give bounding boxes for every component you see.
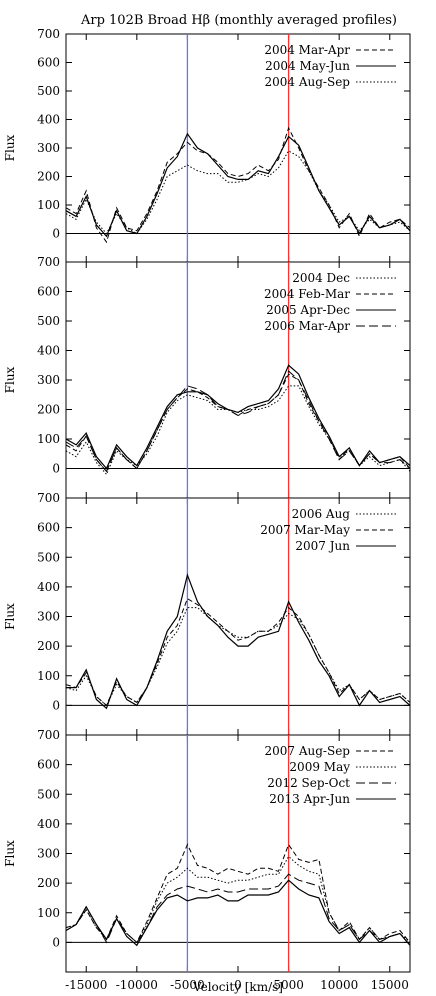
series-line <box>65 843 411 944</box>
y-tick-label: 500 <box>37 787 60 801</box>
legend-label: 2004 Feb-Mar <box>264 287 350 301</box>
y-axis-label: Flux <box>3 366 17 393</box>
x-tick-label: -5000 <box>170 978 205 992</box>
legend-label: 2013 Apr-Jun <box>269 792 350 806</box>
y-tick-label: 400 <box>37 344 60 358</box>
y-tick-label: 0 <box>52 462 60 476</box>
y-tick-label: 600 <box>37 285 60 299</box>
legend-label: 2004 Aug-Sep <box>265 75 351 89</box>
panel-frame <box>65 734 411 973</box>
series-line <box>65 132 411 238</box>
y-tick-label: 500 <box>37 550 60 564</box>
y-tick-label: 300 <box>37 610 60 624</box>
y-tick-label: 300 <box>37 847 60 861</box>
y-tick-label: 0 <box>52 935 60 949</box>
series-line <box>65 855 411 944</box>
legend-label: 2004 May-Jun <box>265 59 350 73</box>
y-tick-label: 700 <box>37 255 60 269</box>
legend-label: 2004 Dec <box>292 271 350 285</box>
legend-label: 2004 Mar-Apr <box>264 43 350 57</box>
series-line <box>65 607 411 707</box>
series-line <box>65 364 411 470</box>
panel-frame <box>65 497 411 736</box>
y-tick-label: 500 <box>37 84 60 98</box>
x-axis-label: Velocity [km/s] <box>192 980 283 994</box>
y-tick-label: 400 <box>37 113 60 127</box>
y-tick-label: 700 <box>37 491 60 505</box>
y-axis-label: Flux <box>3 134 17 161</box>
series-line <box>66 572 411 710</box>
x-tick-label: 10000 <box>320 978 358 992</box>
y-tick-label: 100 <box>37 669 60 683</box>
y-axis-label: Flux <box>3 840 17 867</box>
y-tick-label: 700 <box>37 728 60 742</box>
y-tick-label: 0 <box>52 698 60 712</box>
x-tick-label: 15000 <box>371 978 409 992</box>
legend-label: 2007 Jun <box>295 539 350 553</box>
y-tick-label: 200 <box>37 403 60 417</box>
legend-label: 2006 Mar-Apr <box>264 319 350 333</box>
chart-title: Arp 102B Broad Hβ (monthly averaged prof… <box>80 13 397 28</box>
y-tick-label: 100 <box>37 432 60 446</box>
series-line <box>65 373 411 473</box>
series-line <box>65 150 411 235</box>
series-line <box>65 385 411 476</box>
y-tick-label: 0 <box>52 227 60 241</box>
series-line <box>65 126 411 244</box>
panel-frame <box>65 261 411 499</box>
x-tick-label: 5000 <box>273 978 304 992</box>
series-line <box>65 873 411 946</box>
y-tick-label: 100 <box>37 198 60 212</box>
y-tick-label: 700 <box>37 27 60 41</box>
y-axis-label: Flux <box>3 603 17 630</box>
y-tick-label: 400 <box>37 580 60 594</box>
x-tick-label: -10000 <box>116 978 158 992</box>
y-tick-label: 400 <box>37 817 60 831</box>
y-tick-label: 600 <box>37 758 60 772</box>
legend-label: 2006 Aug <box>292 507 351 521</box>
y-tick-label: 200 <box>37 876 60 890</box>
y-tick-label: 300 <box>37 141 60 155</box>
legend-label: 2009 May <box>289 760 350 774</box>
x-tick-label: -15000 <box>65 978 107 992</box>
x-tick-label: 0 <box>234 978 242 992</box>
legend-label: 2007 Mar-May <box>260 523 350 537</box>
y-tick-label: 200 <box>37 639 60 653</box>
y-tick-label: 600 <box>37 521 60 535</box>
y-tick-label: 200 <box>37 170 60 184</box>
legend-label: 2005 Apr-Dec <box>266 303 350 317</box>
series-line <box>65 597 411 707</box>
y-tick-label: 600 <box>37 56 60 70</box>
panel-frame <box>65 33 411 263</box>
legend-label: 2012 Sep-Oct <box>267 776 350 790</box>
y-tick-label: 300 <box>37 373 60 387</box>
series-line <box>65 370 411 473</box>
legend-label: 2007 Aug-Sep <box>265 744 351 758</box>
y-tick-label: 500 <box>37 314 60 328</box>
y-tick-label: 100 <box>37 906 60 920</box>
series-line <box>65 879 411 947</box>
